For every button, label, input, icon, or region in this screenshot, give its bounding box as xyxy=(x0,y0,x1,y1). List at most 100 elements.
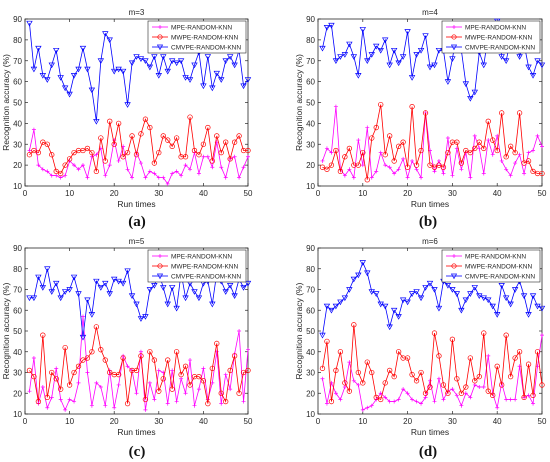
data-point xyxy=(485,388,491,394)
panel-a-title: m=3 xyxy=(129,8,145,17)
data-point xyxy=(93,118,100,125)
data-point xyxy=(58,397,63,402)
data-point xyxy=(472,382,477,387)
data-point xyxy=(458,390,465,396)
data-point xyxy=(245,147,251,154)
y-tick-label: 10 xyxy=(306,410,315,419)
data-point xyxy=(341,52,349,58)
data-point xyxy=(417,47,425,54)
data-point xyxy=(57,295,64,302)
data-point xyxy=(323,303,331,310)
legend-label: MPE-RANDOM-KNN xyxy=(171,253,232,260)
data-point xyxy=(346,287,353,293)
data-point xyxy=(111,141,117,147)
y-tick-label: 30 xyxy=(13,140,22,149)
x-tick-label: 50 xyxy=(538,189,547,198)
data-point xyxy=(531,401,536,406)
data-point xyxy=(187,382,193,388)
data-point xyxy=(192,403,197,408)
data-point xyxy=(39,285,47,291)
data-point xyxy=(368,52,375,58)
panel-b-sublabel: (b) xyxy=(419,214,437,230)
legend-marker xyxy=(157,34,163,40)
data-point xyxy=(387,133,393,139)
data-point xyxy=(422,285,429,291)
data-point xyxy=(539,382,545,388)
data-point xyxy=(246,154,250,159)
data-point xyxy=(209,85,216,92)
series-mwpe-random-knn xyxy=(26,114,251,177)
data-point xyxy=(508,397,513,402)
data-point xyxy=(124,149,131,156)
data-point xyxy=(477,146,482,151)
data-point xyxy=(341,295,349,302)
data-point xyxy=(540,333,544,338)
panel-a-sublabel: (a) xyxy=(128,214,146,230)
data-point xyxy=(387,165,392,170)
data-point xyxy=(539,170,545,177)
data-point xyxy=(201,154,206,159)
data-point xyxy=(142,116,149,122)
data-point xyxy=(477,385,482,390)
legend: MPE-RANDOM-KNN MWPE-RANDOM-KNN CMVPE-RANDO… xyxy=(441,249,541,283)
data-point xyxy=(240,285,247,291)
series-mpe-random-knn xyxy=(320,333,544,412)
y-tick-label: 30 xyxy=(13,369,22,378)
data-point xyxy=(449,287,456,293)
panel-d-ylabel: Recognition accuracy (%) xyxy=(294,282,304,379)
data-point xyxy=(26,295,33,302)
data-point xyxy=(88,87,96,94)
data-point xyxy=(102,357,108,363)
data-point xyxy=(191,289,198,295)
panel-d: m=6 Run times Recognition accuracy (%) (… xyxy=(294,237,547,460)
data-point xyxy=(418,369,424,376)
data-point xyxy=(382,37,389,44)
data-point xyxy=(231,62,238,69)
data-point xyxy=(35,274,42,281)
panel-a: m=3 Run times Recognition accuracy (%) (… xyxy=(1,8,253,230)
data-point xyxy=(347,360,352,365)
data-point xyxy=(525,158,532,164)
y-tick-label: 30 xyxy=(306,369,315,378)
y-tick-label: 50 xyxy=(306,327,315,336)
data-point xyxy=(525,64,532,71)
data-point xyxy=(486,353,491,358)
data-point xyxy=(165,401,170,406)
legend: MPE-RANDOM-KNN MWPE-RANDOM-KNN CMVPE-RANDO… xyxy=(147,20,247,54)
data-point xyxy=(516,110,523,116)
data-point xyxy=(373,124,379,131)
y-tick-label: 80 xyxy=(13,265,22,274)
data-point xyxy=(177,58,185,65)
data-point xyxy=(70,73,78,79)
data-point xyxy=(93,324,100,330)
data-point xyxy=(134,391,139,396)
data-point xyxy=(324,401,329,406)
data-point xyxy=(40,139,46,145)
data-point xyxy=(404,299,411,306)
data-point xyxy=(490,137,496,143)
data-point xyxy=(350,276,358,283)
data-point xyxy=(481,171,486,176)
data-point xyxy=(106,291,113,297)
data-point xyxy=(435,305,443,312)
data-point xyxy=(471,285,478,291)
data-point xyxy=(374,169,379,174)
data-point xyxy=(58,175,63,180)
data-point xyxy=(502,295,510,302)
legend-label: CMVPE-RANDOM-KNN xyxy=(465,273,535,280)
data-point xyxy=(431,287,438,293)
data-point xyxy=(227,156,233,162)
data-point xyxy=(480,62,487,69)
legend-label: MPE-RANDOM-KNN xyxy=(465,24,526,31)
data-point xyxy=(80,147,86,154)
data-point xyxy=(387,367,393,374)
data-point xyxy=(98,347,104,353)
data-point xyxy=(467,95,474,102)
data-point xyxy=(529,73,537,79)
x-tick-label: 20 xyxy=(110,417,119,426)
data-point xyxy=(116,371,122,378)
data-point xyxy=(445,390,451,396)
y-tick-label: 10 xyxy=(13,410,22,419)
data-point xyxy=(191,62,198,69)
data-point xyxy=(63,407,68,412)
